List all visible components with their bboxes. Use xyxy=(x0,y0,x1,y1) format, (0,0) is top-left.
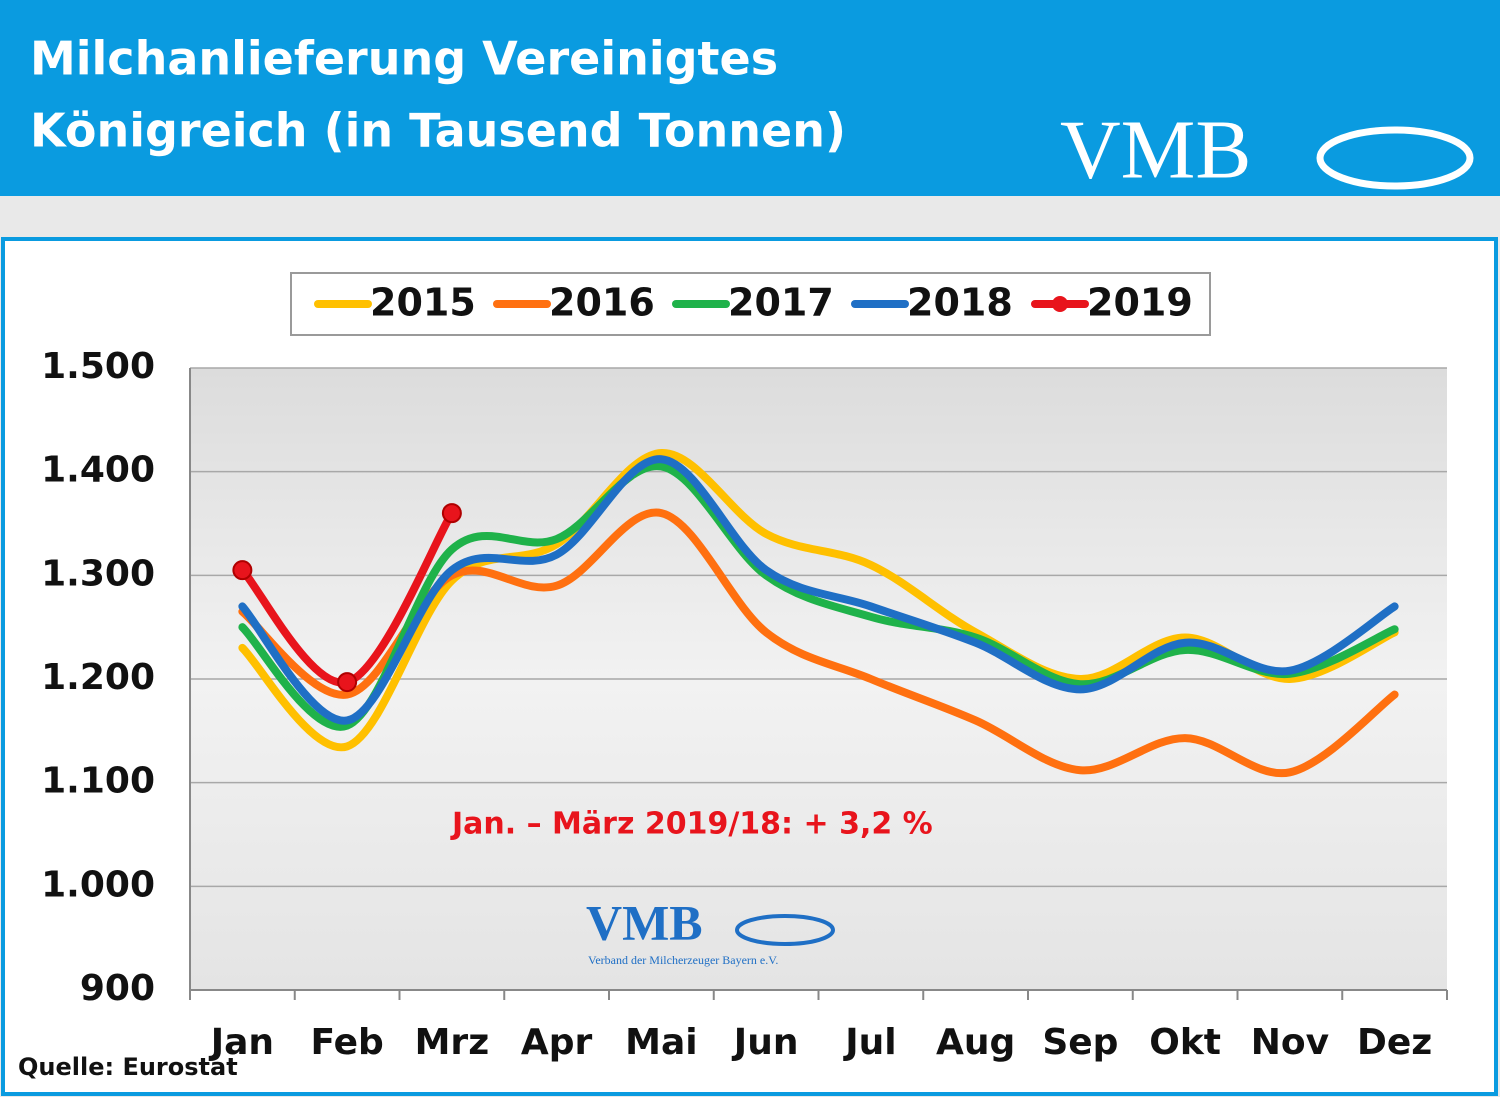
legend-label: 2016 xyxy=(549,281,655,325)
watermark-swirl xyxy=(735,914,835,946)
y-tick-label: 1.500 xyxy=(41,346,155,387)
y-tick-label: 1.000 xyxy=(41,864,155,905)
x-tick-label: Dez xyxy=(1357,1022,1432,1063)
x-tick-label: Okt xyxy=(1149,1022,1221,1063)
header-logo: VMB xyxy=(1060,103,1251,196)
y-tick-label: 1.200 xyxy=(41,657,155,698)
source: Quelle: Eurostat xyxy=(18,1053,238,1081)
logo-swirl xyxy=(1316,126,1474,190)
x-tick-label: Jun xyxy=(731,1022,799,1063)
x-tick-label: Jan xyxy=(208,1022,274,1063)
legend-label: 2019 xyxy=(1087,281,1193,325)
x-tick-label: Feb xyxy=(310,1022,383,1063)
header-title-line: Milchanlieferung Vereinigtes xyxy=(30,32,778,86)
x-tick-label: Mrz xyxy=(415,1022,490,1063)
watermark-subtitle: Verband der Milcherzeuger Bayern e.V. xyxy=(588,953,778,967)
y-tick-label: 1.300 xyxy=(41,553,155,594)
series-marker xyxy=(337,672,358,693)
x-tick-label: Jul xyxy=(842,1022,896,1063)
y-tick-label: 1.400 xyxy=(41,450,155,491)
header-title-line: Königreich (in Tausend Tonnen) xyxy=(30,104,846,158)
legend-label: 2017 xyxy=(728,281,834,325)
x-tick-label: Sep xyxy=(1042,1022,1118,1063)
series-marker xyxy=(441,503,462,524)
y-tick-label: 900 xyxy=(80,968,155,1009)
x-tick-label: Nov xyxy=(1251,1022,1329,1063)
y-tick-label: 1.100 xyxy=(41,761,155,802)
legend-label: 2018 xyxy=(907,281,1013,325)
x-tick-label: Apr xyxy=(521,1022,593,1063)
x-tick-label: Mai xyxy=(625,1022,697,1063)
legend-label: 2015 xyxy=(370,281,476,325)
series-line xyxy=(238,455,1399,725)
legend-marker xyxy=(1052,296,1068,312)
annotation: Jan. – März 2019/18: + 3,2 % xyxy=(450,807,933,842)
chart-layer: 900 1.000 1.100 1.200 1.300 1.400 1.500 Jan Feb M… xyxy=(18,281,1448,1081)
header-band xyxy=(0,0,1500,196)
x-tick-label: Aug xyxy=(936,1022,1015,1063)
series-marker xyxy=(232,560,253,581)
watermark-logo: VMB xyxy=(586,894,703,950)
series-line xyxy=(238,462,1399,731)
series-line xyxy=(238,449,1399,752)
